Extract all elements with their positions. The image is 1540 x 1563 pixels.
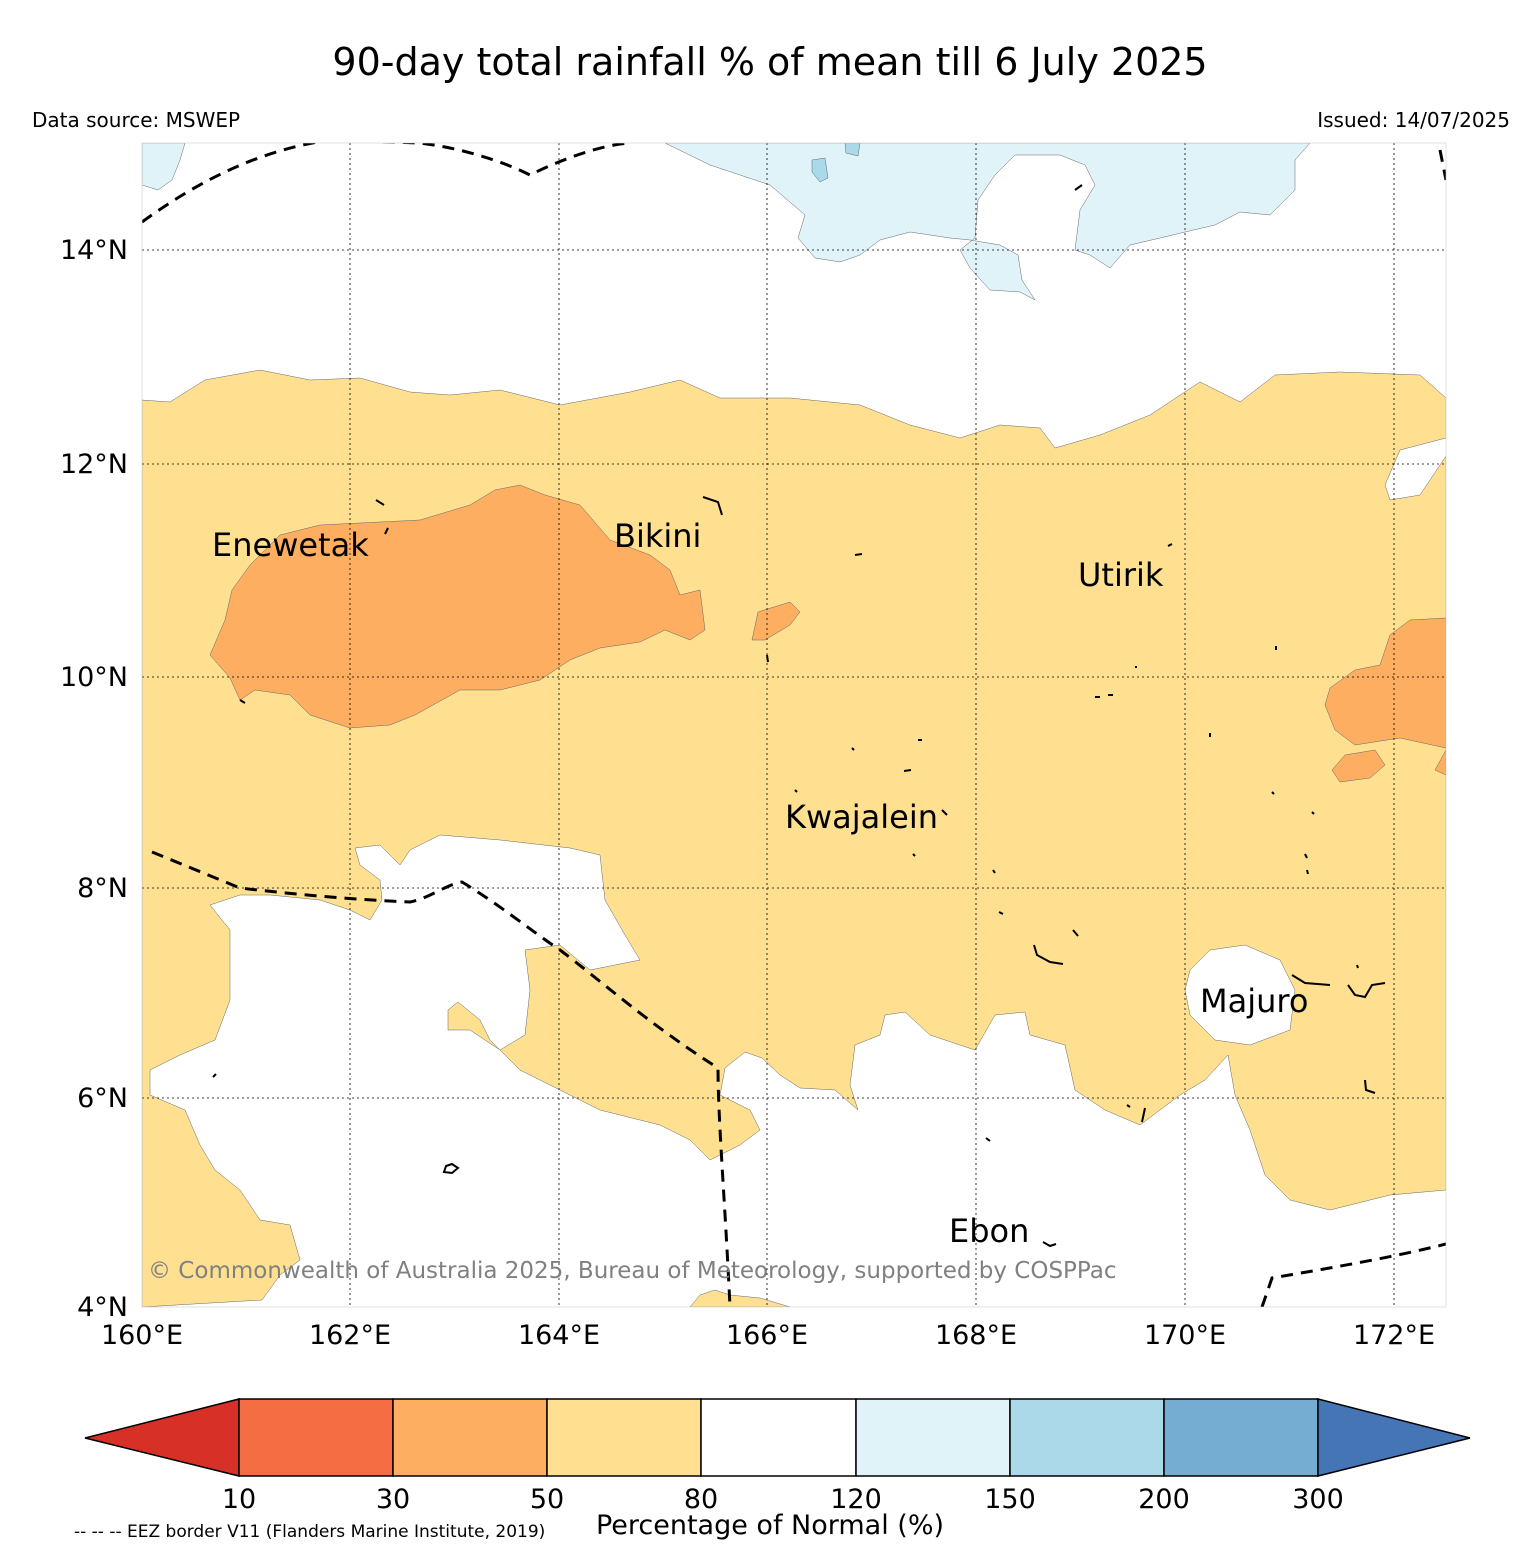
map-title: 90-day total rainfall % of mean till 6 J… — [332, 40, 1208, 84]
colorbar-segment-10-30 — [238, 1398, 394, 1477]
colorbar-tick-10: 10 — [222, 1484, 256, 1515]
lat-label-12n: 12°N — [60, 449, 128, 480]
eez-footnote: -- -- -- EEZ border V11 (Flanders Marine… — [74, 1522, 546, 1542]
lon-label-160e: 160°E — [101, 1320, 183, 1351]
place-label-ebon: Ebon — [949, 1212, 1029, 1250]
lon-label-168e: 168°E — [935, 1320, 1017, 1351]
lat-label-8n: 8°N — [77, 873, 128, 904]
lat-label-10n: 10°N — [60, 662, 128, 693]
place-label-majuro: Majuro — [1200, 982, 1308, 1020]
lon-label-166e: 166°E — [726, 1320, 808, 1351]
colorbar-segment-80-120 — [700, 1398, 857, 1477]
colorbar-segment-30-50 — [392, 1398, 548, 1477]
island-coastlines — [212, 184, 1386, 1248]
lon-label-170e: 170°E — [1144, 1320, 1226, 1351]
latitude-labels: 14°N 12°N 10°N 8°N 6°N 4°N — [60, 235, 128, 1323]
data-source: Data source: MSWEP — [32, 108, 241, 132]
rainfall-30-50-small — [751, 601, 801, 641]
issued-date: Issued: 14/07/2025 — [1317, 108, 1510, 132]
lon-label-164e: 164°E — [518, 1320, 600, 1351]
map-frame — [141, 142, 1447, 1308]
colorbar-segment-50-80 — [546, 1398, 702, 1477]
colorbar-segment-200-300 — [1163, 1398, 1319, 1477]
copyright-notice: © Commonwealth of Australia 2025, Bureau… — [148, 1258, 1117, 1284]
colorbar-tick-80: 80 — [684, 1484, 718, 1515]
colorbar-segment-150-200 — [1009, 1398, 1165, 1477]
place-label-kwajalein: Kwajalein — [785, 798, 938, 836]
lon-label-162e: 162°E — [309, 1320, 391, 1351]
place-label-bikini: Bikini — [614, 517, 701, 555]
rainfall-120-150-corner — [142, 143, 186, 191]
rainfall-30-50-enewetak-bikini — [209, 484, 706, 729]
rainfall-30-50-east-small — [1331, 749, 1386, 783]
colorbar-tick-200: 200 — [1138, 1484, 1190, 1515]
colorbar-tick-50: 50 — [530, 1484, 564, 1515]
longitude-labels: 160°E 162°E 164°E 166°E 168°E 170°E 172°… — [101, 1320, 1435, 1351]
colorbar-segment-120-150 — [855, 1398, 1011, 1477]
rainfall-150-200-patch — [811, 157, 829, 183]
eez-borders — [142, 143, 1446, 1307]
rainfall-30-50-east — [1324, 617, 1446, 749]
colorbar-tick-300: 300 — [1292, 1484, 1344, 1515]
rainfall-120-150-region — [664, 143, 1311, 301]
place-label-utirik: Utirik — [1078, 556, 1164, 594]
colorbar-tick-30: 30 — [376, 1484, 410, 1515]
lat-label-6n: 6°N — [77, 1083, 128, 1114]
gridlines — [142, 143, 1446, 1307]
colorbar-ticks: 10 30 50 80 120 150 200 300 — [222, 1484, 1344, 1515]
lat-label-14n: 14°N — [60, 235, 128, 266]
colorbar-tick-150: 150 — [984, 1484, 1036, 1515]
colorbar-extend-high — [1317, 1398, 1471, 1477]
map-panel — [142, 143, 1446, 1307]
colorbar-extend-low — [84, 1398, 240, 1477]
colorbar-tick-120: 120 — [830, 1484, 882, 1515]
rainfall-80-120-majuro — [1184, 944, 1296, 1046]
colorbar — [84, 1398, 1471, 1477]
rainfall-150-200-patch-2 — [844, 143, 861, 157]
lat-label-4n: 4°N — [77, 1292, 128, 1323]
place-label-enewetak: Enewetak — [212, 526, 369, 564]
lon-label-172e: 172°E — [1353, 1320, 1435, 1351]
colorbar-label: Percentage of Normal (%) — [595, 1510, 945, 1541]
rainfall-30-50-edge — [1434, 749, 1446, 776]
place-labels: Enewetak Bikini Utirik Kwajalein Majuro … — [212, 517, 1308, 1250]
